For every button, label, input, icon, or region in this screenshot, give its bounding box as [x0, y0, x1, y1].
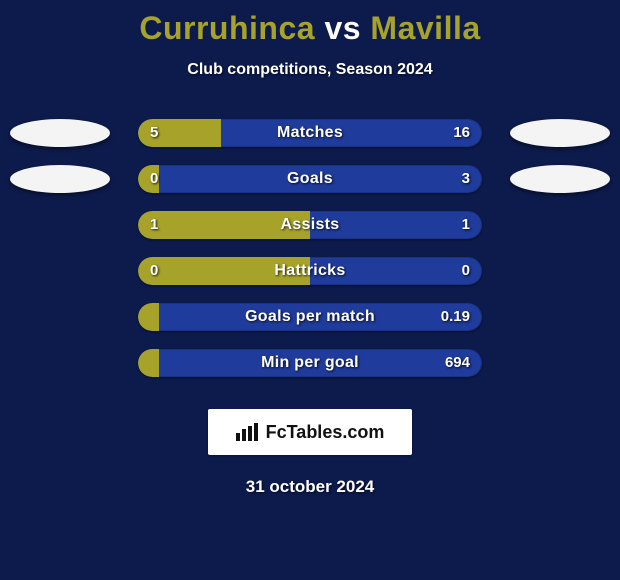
- stat-label: Goals per match: [138, 303, 482, 331]
- title-player2: Mavilla: [370, 10, 480, 46]
- page-title: Curruhinca vs Mavilla: [0, 0, 620, 47]
- stat-label: Assists: [138, 211, 482, 239]
- stat-bar: 0.19Goals per match: [138, 303, 482, 331]
- stat-row: 00Hattricks: [0, 251, 620, 297]
- footer-date: 31 october 2024: [0, 477, 620, 497]
- stat-row: 516Matches: [0, 113, 620, 159]
- stat-bar: 03Goals: [138, 165, 482, 193]
- stat-bar: 516Matches: [138, 119, 482, 147]
- branding-badge: FcTables.com: [208, 409, 412, 455]
- player2-avatar: [510, 165, 610, 193]
- title-player1: Curruhinca: [139, 10, 315, 46]
- player1-avatar: [10, 165, 110, 193]
- subtitle: Club competitions, Season 2024: [0, 61, 620, 79]
- stat-label: Hattricks: [138, 257, 482, 285]
- comparison-page: Curruhinca vs Mavilla Club competitions,…: [0, 0, 620, 580]
- stat-row: 0.19Goals per match: [0, 297, 620, 343]
- title-vs: vs: [324, 10, 361, 46]
- stat-row: 11Assists: [0, 205, 620, 251]
- stat-bar: 11Assists: [138, 211, 482, 239]
- chart-bars-icon: [236, 423, 260, 441]
- stat-row: 694Min per goal: [0, 343, 620, 389]
- stats-rows: 516Matches 03Goals 11Assists 00Hattricks 0.1…: [0, 113, 620, 389]
- player1-avatar: [10, 119, 110, 147]
- branding-text: FcTables.com: [266, 422, 385, 443]
- stat-bar: 694Min per goal: [138, 349, 482, 377]
- stat-label: Matches: [138, 119, 482, 147]
- stat-row: 03Goals: [0, 159, 620, 205]
- stat-bar: 00Hattricks: [138, 257, 482, 285]
- stat-label: Min per goal: [138, 349, 482, 377]
- stat-label: Goals: [138, 165, 482, 193]
- player2-avatar: [510, 119, 610, 147]
